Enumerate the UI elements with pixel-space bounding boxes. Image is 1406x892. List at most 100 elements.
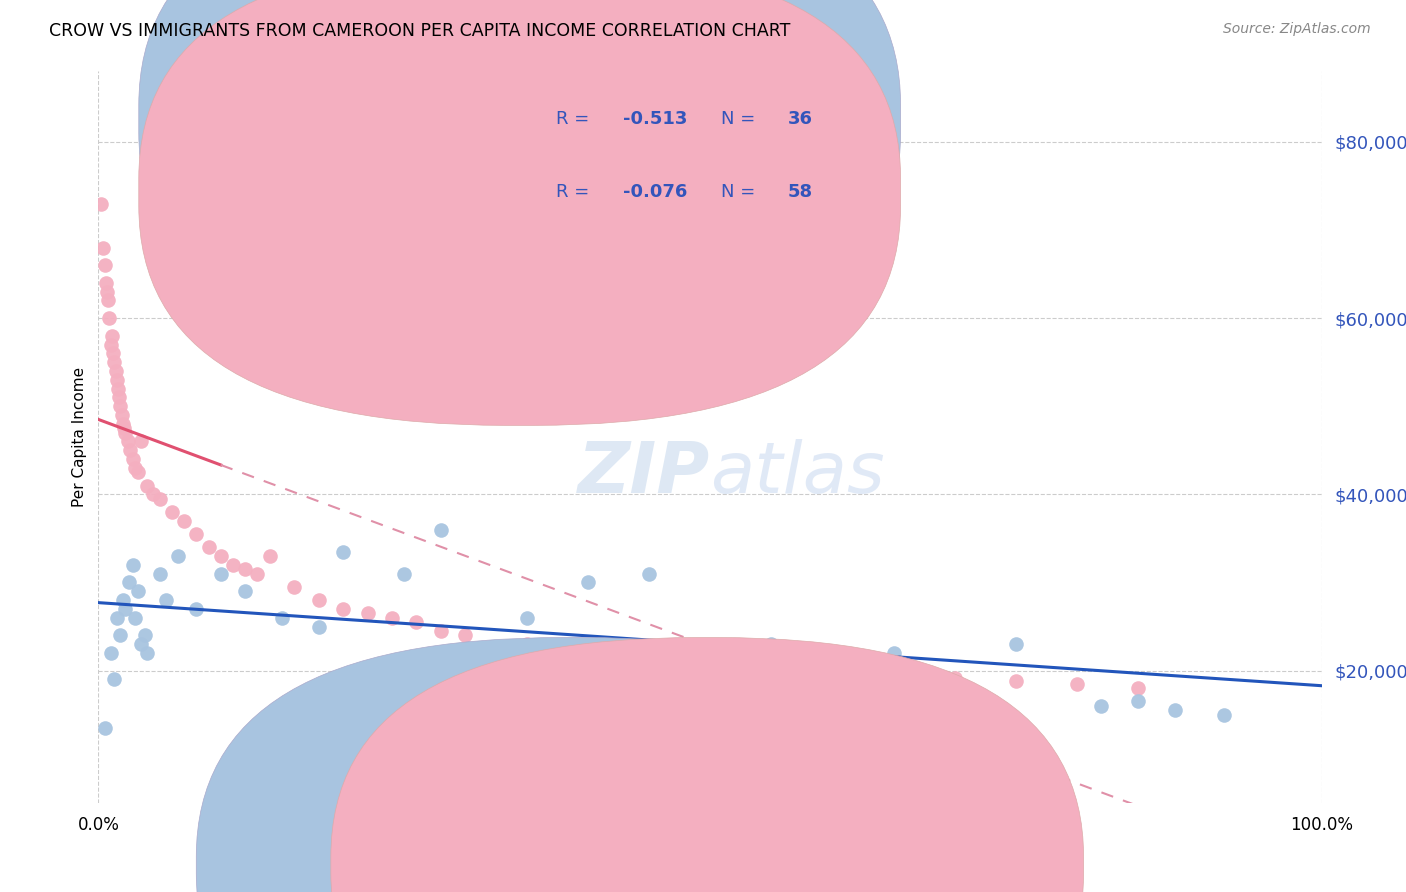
Point bbox=[430, 624, 453, 638]
Text: -0.076: -0.076 bbox=[623, 183, 688, 201]
Text: N =: N = bbox=[721, 110, 761, 128]
Point bbox=[121, 452, 143, 467]
Point bbox=[149, 491, 172, 506]
Point bbox=[104, 364, 127, 378]
Point bbox=[1128, 694, 1150, 708]
Text: CROW VS IMMIGRANTS FROM CAMEROON PER CAPITA INCOME CORRELATION CHART: CROW VS IMMIGRANTS FROM CAMEROON PER CAP… bbox=[49, 22, 790, 40]
Point bbox=[110, 628, 132, 642]
Point bbox=[118, 575, 141, 590]
Text: R =: R = bbox=[555, 110, 595, 128]
Point bbox=[761, 659, 783, 673]
Point bbox=[209, 566, 232, 581]
Point bbox=[637, 566, 661, 581]
Point bbox=[111, 408, 134, 422]
Text: 58: 58 bbox=[789, 183, 813, 201]
Point bbox=[332, 544, 354, 558]
Point bbox=[105, 611, 128, 625]
Point bbox=[270, 611, 294, 625]
Point bbox=[93, 721, 115, 735]
Point bbox=[246, 566, 269, 581]
Point bbox=[91, 241, 114, 255]
Point bbox=[105, 373, 128, 387]
Point bbox=[93, 258, 115, 272]
Point bbox=[1090, 698, 1112, 713]
Point bbox=[883, 646, 905, 660]
Point bbox=[1066, 677, 1088, 691]
Point bbox=[94, 276, 117, 290]
Point bbox=[650, 650, 672, 665]
Point bbox=[1164, 703, 1187, 717]
Point bbox=[222, 558, 245, 572]
Point bbox=[97, 293, 120, 308]
Point bbox=[160, 505, 183, 519]
Point bbox=[283, 580, 305, 594]
Point bbox=[392, 566, 416, 581]
Point bbox=[761, 637, 783, 651]
Point bbox=[124, 461, 146, 475]
Point bbox=[430, 523, 453, 537]
Text: Source: ZipAtlas.com: Source: ZipAtlas.com bbox=[1223, 22, 1371, 37]
Point bbox=[98, 311, 121, 326]
Point bbox=[111, 593, 134, 607]
Text: N =: N = bbox=[721, 183, 761, 201]
Point bbox=[308, 619, 330, 633]
Point bbox=[114, 602, 136, 616]
Text: atlas: atlas bbox=[710, 439, 884, 508]
Point bbox=[515, 637, 537, 651]
Point bbox=[136, 646, 159, 660]
Point bbox=[356, 607, 378, 621]
Point bbox=[576, 575, 599, 590]
Point bbox=[107, 382, 129, 396]
Point bbox=[1128, 681, 1150, 696]
Point bbox=[96, 285, 118, 299]
Point bbox=[1212, 707, 1234, 722]
Point bbox=[454, 628, 477, 642]
Point bbox=[136, 478, 159, 492]
Point bbox=[127, 466, 149, 480]
Point bbox=[101, 328, 124, 343]
Text: Immigrants from Cameroon: Immigrants from Cameroon bbox=[728, 856, 959, 874]
Point bbox=[100, 337, 122, 351]
Y-axis label: Per Capita Income: Per Capita Income bbox=[72, 367, 87, 508]
Point bbox=[100, 646, 122, 660]
FancyBboxPatch shape bbox=[139, 0, 901, 352]
Point bbox=[114, 425, 136, 440]
Point bbox=[103, 355, 125, 369]
Point bbox=[1004, 674, 1026, 689]
Point bbox=[121, 558, 143, 572]
Point bbox=[167, 549, 190, 563]
Point bbox=[405, 615, 427, 629]
Point bbox=[108, 391, 131, 405]
Point bbox=[134, 628, 156, 642]
Point bbox=[699, 655, 721, 669]
Point bbox=[186, 527, 208, 541]
FancyBboxPatch shape bbox=[330, 638, 1084, 892]
FancyBboxPatch shape bbox=[197, 638, 949, 892]
Point bbox=[111, 417, 134, 431]
Point bbox=[259, 549, 281, 563]
Point bbox=[600, 646, 623, 660]
Point bbox=[117, 434, 139, 449]
Text: 36: 36 bbox=[789, 110, 813, 128]
Point bbox=[101, 346, 124, 360]
Point bbox=[127, 584, 149, 599]
FancyBboxPatch shape bbox=[139, 0, 901, 425]
Point bbox=[883, 668, 905, 682]
Text: ZIP: ZIP bbox=[578, 439, 710, 508]
Point bbox=[120, 443, 142, 458]
Point bbox=[173, 514, 195, 528]
Point bbox=[332, 602, 354, 616]
Text: Crow: Crow bbox=[595, 856, 636, 874]
Point bbox=[821, 664, 844, 678]
Point bbox=[129, 434, 152, 449]
Point bbox=[103, 673, 125, 687]
Point bbox=[209, 549, 232, 563]
Point bbox=[943, 671, 966, 685]
Point bbox=[515, 611, 537, 625]
Point bbox=[186, 602, 208, 616]
FancyBboxPatch shape bbox=[484, 78, 856, 218]
Point bbox=[110, 399, 132, 413]
Point bbox=[1004, 637, 1026, 651]
Text: R =: R = bbox=[555, 183, 595, 201]
Point bbox=[553, 641, 575, 656]
